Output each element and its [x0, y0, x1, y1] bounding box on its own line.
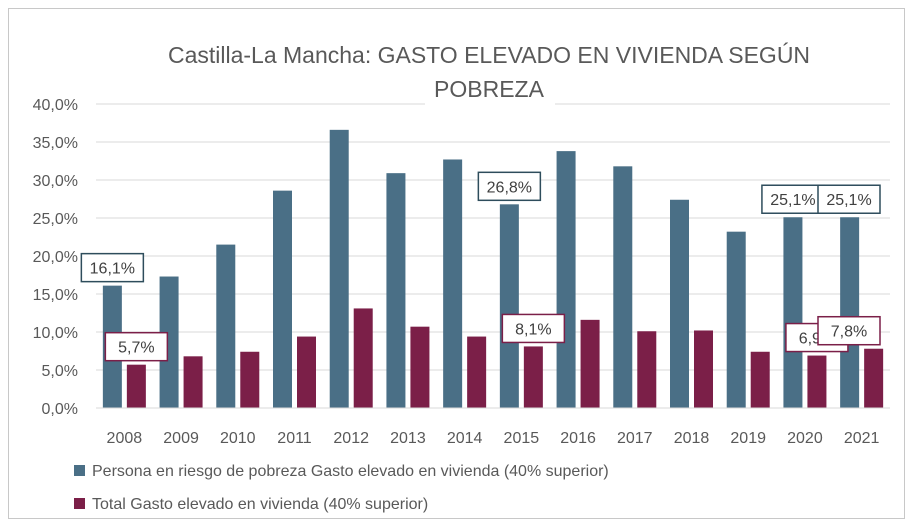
x-tick-label: 2011	[277, 430, 312, 447]
data-label-box	[501, 313, 566, 344]
bar-series-2	[580, 319, 600, 408]
y-tick-label: 40,0%	[33, 97, 78, 114]
x-tick-label: 2009	[163, 430, 199, 447]
bar-series-2	[694, 330, 713, 408]
bar-series-2	[183, 356, 203, 408]
legend-swatch-series-2	[74, 498, 85, 509]
legend-swatch-series-1	[74, 465, 85, 476]
x-tick-label: 2012	[333, 430, 369, 447]
y-tick-label: 0,0%	[42, 401, 78, 418]
y-tick-label: 35,0%	[33, 135, 78, 152]
bar-series-2	[750, 351, 770, 408]
bar-series-1	[159, 276, 179, 408]
data-label-box	[104, 331, 169, 362]
data-label: 26,8%	[487, 179, 532, 196]
data-label-box	[80, 252, 145, 283]
x-tick-label: 2013	[390, 430, 426, 447]
bar-series-2	[410, 326, 430, 408]
y-tick-label: 25,0%	[33, 211, 78, 228]
data-label-box	[477, 171, 542, 202]
data-label: 25,1%	[770, 192, 815, 209]
y-tick-label: 30,0%	[33, 173, 78, 190]
bar-series-1	[783, 217, 803, 408]
x-tick-label: 2020	[787, 430, 823, 447]
bar-series-2	[467, 336, 487, 408]
y-axis-tick-labels: 0,0% 5,0% 10,0% 15,0% 20,0% 25,0% 30,0% 35,0% 40…	[33, 97, 78, 418]
bar-series-1	[273, 190, 292, 408]
data-label: 7,8%	[831, 324, 867, 341]
data-label-box	[817, 315, 881, 346]
bar-series-1	[443, 159, 463, 408]
y-tick-label: 5,0%	[42, 363, 78, 380]
x-tick-label: 2014	[447, 430, 483, 447]
data-label: 5,7%	[118, 340, 154, 357]
data-label: 16,1%	[90, 261, 135, 278]
x-tick-label: 2018	[674, 430, 710, 447]
x-tick-label: 2021	[844, 430, 880, 447]
bar-series-1	[840, 217, 860, 408]
bar-series-2	[297, 336, 316, 408]
bar-series-1	[386, 173, 406, 408]
chart-title-line-1: Castilla-La Mancha: GASTO ELEVADO EN VIV…	[168, 42, 810, 68]
legend-label-series-1: Persona en riesgo de pobreza Gasto eleva…	[92, 463, 609, 480]
data-label: 25,1%	[826, 192, 871, 209]
bar-series-1	[670, 199, 689, 408]
gridlines	[96, 103, 890, 371]
legend: Persona en riesgo de pobreza Gasto eleva…	[74, 463, 609, 513]
legend-label-series-2: Total Gasto elevado en vivienda (40% sup…	[92, 496, 428, 513]
data-label-box	[761, 184, 825, 214]
x-tick-label: 2008	[107, 430, 143, 447]
y-tick-label: 10,0%	[33, 325, 78, 342]
x-tick-label: 2010	[220, 430, 256, 447]
bar-series-2	[353, 308, 373, 408]
bar-series-1	[329, 129, 349, 408]
chart-title-line-2: POBREZA	[434, 76, 545, 102]
x-axis-tick-labels: 2008 2009 2010 2011 2012 2013 2014 2015 2016 2017…	[107, 430, 880, 447]
bars	[102, 129, 884, 408]
bar-series-1	[499, 204, 519, 408]
data-labels: 16,1%26,8%25,1% 25,1%5,7%8,1%6,9%7,8%	[80, 171, 881, 362]
bar-series-1	[726, 231, 746, 408]
bar-series-1	[556, 151, 576, 408]
title-bg-1	[148, 36, 830, 72]
bar-series-2	[864, 348, 884, 408]
bar-series-2	[126, 364, 146, 408]
title-bg-2	[425, 72, 555, 108]
bar-series-2	[240, 351, 260, 408]
bar-series-2	[637, 331, 657, 408]
x-tick-label: 2019	[730, 430, 766, 447]
y-tick-label: 15,0%	[33, 287, 78, 304]
x-tick-label: 2016	[560, 430, 596, 447]
bar-series-1	[216, 244, 236, 408]
bar-series-2	[523, 346, 543, 408]
data-label-box	[817, 184, 881, 214]
title-background	[148, 36, 830, 108]
x-tick-label: 2017	[617, 430, 653, 447]
bar-series-1	[613, 166, 633, 408]
data-label: 8,1%	[515, 321, 551, 338]
y-tick-label: 20,0%	[33, 249, 78, 266]
x-tick-label: 2015	[504, 430, 540, 447]
bar-series-2	[807, 355, 827, 408]
